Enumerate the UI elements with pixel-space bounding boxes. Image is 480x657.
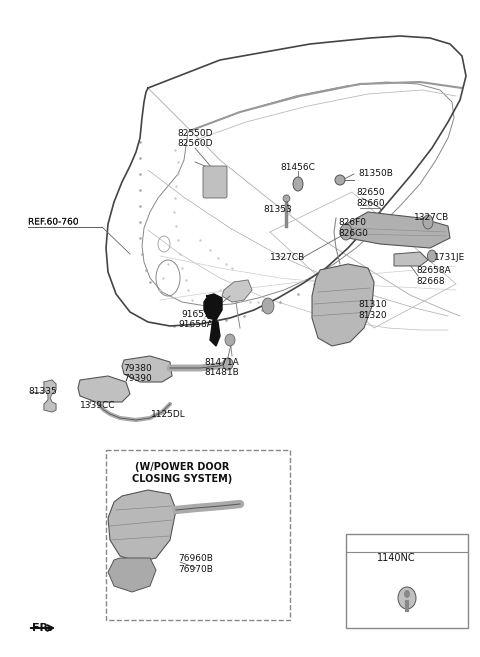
Polygon shape xyxy=(204,294,222,320)
Ellipse shape xyxy=(293,177,303,191)
Polygon shape xyxy=(108,490,176,562)
Ellipse shape xyxy=(335,175,345,185)
Bar xyxy=(346,534,468,628)
Text: 1140NC: 1140NC xyxy=(377,553,415,563)
Polygon shape xyxy=(394,252,428,266)
Ellipse shape xyxy=(223,358,233,370)
Text: 1327CB: 1327CB xyxy=(270,254,306,263)
Text: 82550D
82560D: 82550D 82560D xyxy=(177,129,213,148)
Text: 1327CB: 1327CB xyxy=(414,214,449,223)
Ellipse shape xyxy=(225,334,235,346)
Text: 82650
82660: 82650 82660 xyxy=(356,189,384,208)
Polygon shape xyxy=(44,380,56,412)
Text: 76960B
76970B: 76960B 76970B xyxy=(179,555,214,574)
Text: 81471A
81481B: 81471A 81481B xyxy=(204,358,240,377)
Text: 91651
91658A: 91651 91658A xyxy=(179,310,214,329)
Bar xyxy=(106,450,290,620)
Ellipse shape xyxy=(404,590,410,598)
Text: 1125DL: 1125DL xyxy=(151,410,185,419)
Text: 82658A
82668: 82658A 82668 xyxy=(416,266,451,286)
Text: 81335: 81335 xyxy=(28,388,57,397)
Text: 1339CC: 1339CC xyxy=(80,401,116,411)
Polygon shape xyxy=(108,558,156,592)
Polygon shape xyxy=(210,320,220,346)
Text: 81456C: 81456C xyxy=(281,164,315,173)
FancyBboxPatch shape xyxy=(203,166,227,198)
Text: 826F0
826G0: 826F0 826G0 xyxy=(338,218,368,238)
Ellipse shape xyxy=(398,587,416,609)
Text: 79380
79390: 79380 79390 xyxy=(124,364,152,384)
Text: 81350B: 81350B xyxy=(358,170,393,179)
Text: REF.60-760: REF.60-760 xyxy=(28,217,78,227)
Text: 81353: 81353 xyxy=(264,206,292,214)
Polygon shape xyxy=(346,212,450,248)
Ellipse shape xyxy=(262,298,274,314)
Text: FR.: FR. xyxy=(32,623,52,633)
Ellipse shape xyxy=(428,250,436,262)
Polygon shape xyxy=(122,356,172,382)
Polygon shape xyxy=(222,280,252,302)
Text: (W/POWER DOOR
CLOSING SYSTEM): (W/POWER DOOR CLOSING SYSTEM) xyxy=(132,462,232,484)
Ellipse shape xyxy=(423,215,433,229)
Text: 1731JE: 1731JE xyxy=(434,254,465,263)
Text: 81310
81320: 81310 81320 xyxy=(358,300,387,320)
Ellipse shape xyxy=(340,224,352,240)
Polygon shape xyxy=(78,376,130,402)
Polygon shape xyxy=(312,264,374,346)
